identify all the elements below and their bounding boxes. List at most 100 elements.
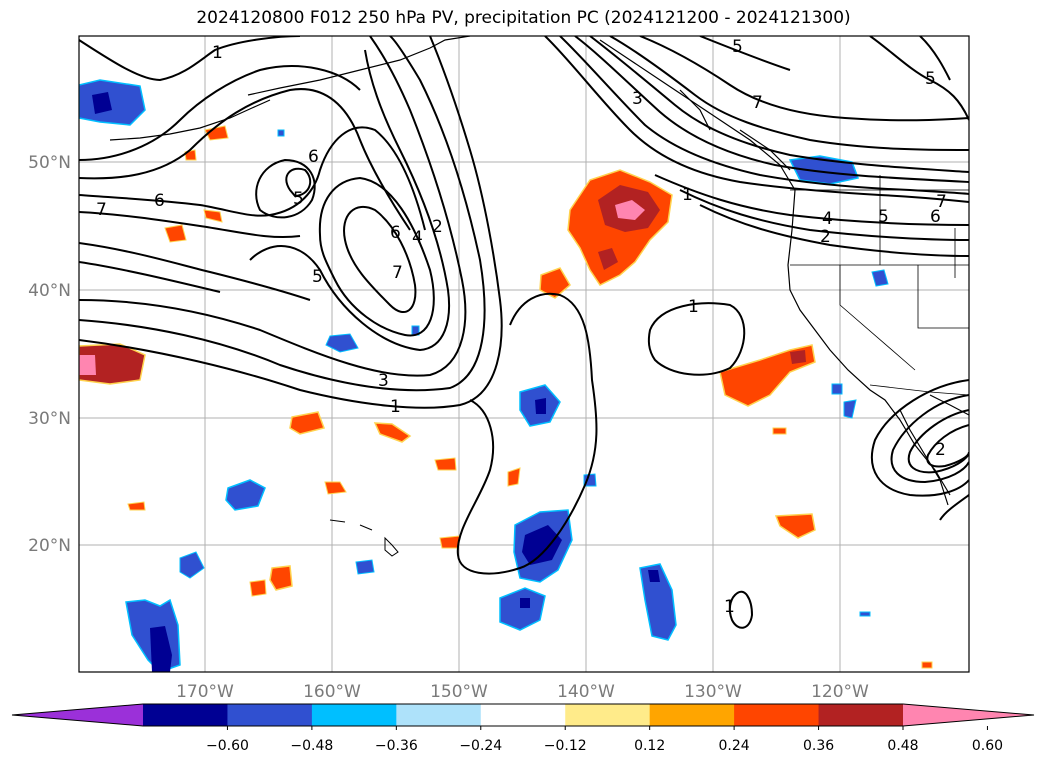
colorbar-tick-label: −0.24 bbox=[459, 738, 502, 754]
contour-label: 1 bbox=[724, 597, 735, 617]
contour-jet-lower-1 bbox=[654, 174, 969, 226]
precip-negative-10 bbox=[355, 559, 375, 575]
precip-negative-2 bbox=[411, 325, 420, 336]
contour-label: 5 bbox=[878, 207, 889, 227]
contour-jet-5 bbox=[609, 36, 969, 151]
precip-negative-9 bbox=[179, 551, 205, 579]
contour-jet-lower-2 bbox=[679, 189, 969, 241]
colorbar bbox=[11, 703, 1035, 727]
contour-2-trough bbox=[79, 36, 486, 392]
colorbar-segment bbox=[227, 704, 313, 726]
contour-6-loop bbox=[285, 167, 312, 198]
contour-label: 5 bbox=[732, 37, 743, 57]
precip-negative-17 bbox=[277, 129, 285, 137]
lon-label-140w: 140°W bbox=[557, 682, 615, 702]
precip-negative-12 bbox=[788, 155, 860, 185]
contour-label: 3 bbox=[632, 89, 643, 109]
lon-label-170w: 170°W bbox=[176, 682, 234, 702]
coast-alaska bbox=[247, 36, 471, 96]
contour-label: 5 bbox=[925, 69, 936, 89]
precip-negative-14 bbox=[831, 383, 843, 395]
colorbar-tick-label: −0.60 bbox=[206, 738, 249, 754]
contour-nw-2 bbox=[79, 65, 361, 161]
contour-jet-7 bbox=[699, 36, 791, 71]
contour-label: 6 bbox=[308, 147, 319, 167]
contour-jet-lower-3 bbox=[699, 204, 969, 257]
lon-label-120w: 120°W bbox=[811, 682, 869, 702]
lat-label-30n: 30°N bbox=[28, 409, 71, 429]
contour-label: 7 bbox=[752, 93, 763, 113]
precip-positive-12 bbox=[127, 501, 146, 511]
contour-jet-2 bbox=[559, 36, 969, 195]
contour-jet-6 bbox=[639, 36, 969, 122]
contour-6-trough bbox=[343, 205, 417, 313]
precip-positive-west-peak bbox=[79, 355, 96, 375]
precip-positive-13 bbox=[507, 467, 521, 487]
precip-negative-11 bbox=[583, 473, 597, 487]
contour-label: 7 bbox=[96, 200, 107, 220]
contour-label: 6 bbox=[154, 191, 165, 211]
contour-jet-3 bbox=[574, 36, 969, 183]
colorbar-ticks: −0.60 −0.48 −0.36 −0.24 −0.12 0.12 0.24 0.36 0.4… bbox=[206, 726, 1003, 754]
colorbar-segment bbox=[565, 704, 651, 726]
precip-positive-15 bbox=[774, 513, 816, 539]
precip-negative-6 bbox=[499, 587, 546, 631]
contour-label: 2 bbox=[820, 227, 831, 247]
contour-1-ridge bbox=[456, 292, 598, 575]
contour-label: 3 bbox=[378, 371, 389, 391]
contour-label: 7 bbox=[392, 263, 403, 283]
contour-label: 7 bbox=[936, 192, 947, 212]
colorbar-segment bbox=[311, 704, 397, 726]
precip-positive-5 bbox=[289, 411, 325, 435]
contour-se-1 bbox=[870, 379, 969, 497]
contour-label: 6 bbox=[390, 223, 401, 243]
contour-label: 6 bbox=[930, 207, 941, 227]
precip-positive-8 bbox=[324, 481, 347, 495]
contour-upper-right-2 bbox=[919, 36, 951, 81]
colorbar-tick-label: 0.60 bbox=[972, 738, 1003, 754]
contour-label: 1 bbox=[682, 185, 693, 205]
colorbar-tick-label: 0.48 bbox=[887, 738, 918, 754]
colorbar-tick-label: −0.12 bbox=[544, 738, 587, 754]
precip-negative-1 bbox=[325, 333, 359, 353]
colorbar-extend-low bbox=[12, 704, 143, 726]
precip-positive-1 bbox=[204, 125, 229, 141]
contour-1-loop-mid bbox=[647, 302, 746, 376]
lon-label-150w: 150°W bbox=[430, 682, 488, 702]
precip-positive-7 bbox=[434, 457, 457, 471]
precip-positive-9 bbox=[439, 535, 461, 549]
precip-fills bbox=[79, 79, 933, 672]
colorbar-segment bbox=[734, 704, 820, 726]
contour-4-trough bbox=[249, 49, 451, 352]
colorbar-segment bbox=[818, 704, 904, 726]
colorbar-tick-label: −0.48 bbox=[290, 738, 333, 754]
contour-label: 2 bbox=[432, 217, 443, 237]
lat-label-40n: 40°N bbox=[28, 281, 71, 301]
precip-negative-4 bbox=[225, 479, 266, 511]
precip-negative-nw-core bbox=[92, 92, 112, 114]
lon-label-130w: 130°W bbox=[684, 682, 742, 702]
contour-labels: 1 1 1 1 1 2 2 2 3 3 4 4 5 5 5 5 5 6 6 6 … bbox=[96, 37, 947, 617]
precip-positive-alaska bbox=[539, 267, 571, 299]
colorbar-extend-high bbox=[903, 704, 1034, 726]
contour-jet-4 bbox=[589, 36, 969, 173]
contour-jet-1 bbox=[544, 36, 969, 203]
precip-positive-17 bbox=[921, 661, 933, 669]
contour-label: 4 bbox=[412, 228, 423, 248]
colorbar-segment bbox=[396, 704, 482, 726]
contour-nw-7 bbox=[79, 261, 221, 293]
contour-1-trough bbox=[79, 36, 503, 409]
precip-positive-14 bbox=[719, 344, 816, 407]
precip-negative-15 bbox=[843, 399, 857, 419]
contour-label: 1 bbox=[390, 397, 401, 417]
map-title: 2024120800 F012 250 hPa PV, precipitatio… bbox=[196, 8, 851, 28]
contour-nw-6 bbox=[79, 242, 311, 301]
contour-label: 5 bbox=[293, 189, 304, 209]
contour-nw-5 bbox=[79, 211, 301, 239]
border-states bbox=[790, 175, 969, 371]
lon-labels: 170°W 160°W 150°W 140°W 130°W 120°W bbox=[176, 682, 869, 702]
precip-negative-3-core bbox=[535, 398, 546, 414]
precip-negative-nw bbox=[79, 79, 146, 126]
contour-se-2 bbox=[890, 394, 969, 484]
